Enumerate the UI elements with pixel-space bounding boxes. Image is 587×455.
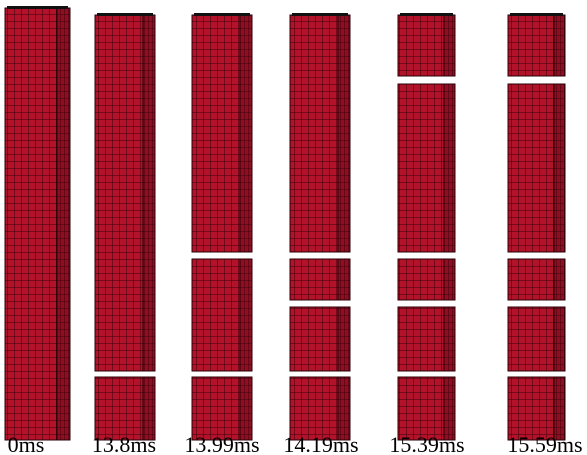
mesh-side [554, 15, 565, 76]
mesh-side [444, 15, 455, 76]
mesh-column [290, 13, 350, 440]
mesh-side [554, 307, 565, 371]
mesh-front [398, 259, 444, 300]
top-cap [7, 6, 68, 9]
mesh-side [444, 307, 455, 371]
mesh-side [444, 377, 455, 440]
mesh-side [338, 307, 350, 371]
mesh-side [554, 84, 565, 252]
mesh-front [398, 307, 444, 371]
mesh-front [508, 84, 554, 252]
mesh-column [95, 13, 155, 440]
mesh-front [290, 259, 338, 300]
figure: 0ms 13.8ms 13.99ms 14.19ms 15.39ms 15.59ms [0, 0, 587, 455]
mesh-front [508, 259, 554, 300]
mesh-side [240, 377, 252, 440]
mesh-front [398, 84, 444, 252]
mesh-side [444, 84, 455, 252]
mesh-side [554, 377, 565, 440]
mesh-side [57, 8, 70, 440]
page: 0ms13.8ms13.99ms14.19ms15.39ms15.59ms ((… [0, 0, 587, 455]
columns [5, 6, 565, 440]
mesh-front [398, 377, 444, 440]
mesh-side [143, 15, 155, 371]
mesh-front [508, 15, 554, 76]
time-label: 13.8ms [92, 432, 156, 455]
mesh-front [290, 15, 338, 252]
time-label: 0ms [8, 432, 45, 455]
time-label: 15.39ms [389, 432, 464, 455]
mesh-side [240, 15, 252, 252]
mesh-front [398, 15, 444, 76]
mesh-front [5, 8, 57, 440]
mesh-front [192, 15, 240, 252]
mesh-side [554, 259, 565, 300]
top-cap [510, 13, 563, 16]
top-cap [400, 13, 453, 16]
mesh-front [290, 307, 338, 371]
mesh-side [338, 15, 350, 252]
top-cap [194, 13, 250, 16]
top-cap [97, 13, 153, 16]
mesh-front [192, 377, 240, 440]
mesh-side [143, 377, 155, 440]
top-cap [292, 13, 348, 16]
mesh-side [240, 259, 252, 371]
mesh-column [398, 13, 455, 440]
time-label: 13.99ms [184, 432, 259, 455]
mesh-column [508, 13, 565, 440]
labels: 0ms 13.8ms 13.99ms 14.19ms 15.39ms 15.59ms [8, 432, 583, 455]
mesh-side [338, 259, 350, 300]
time-label: 14.19ms [283, 432, 358, 455]
mesh-front [508, 307, 554, 371]
mesh-front [95, 15, 143, 371]
mesh-front [192, 259, 240, 371]
time-label: 15.59ms [507, 432, 582, 455]
mesh-side [338, 377, 350, 440]
mesh-column [5, 6, 70, 440]
mesh-front [95, 377, 143, 440]
mesh-column [192, 13, 252, 440]
mesh-side [444, 259, 455, 300]
mesh-front [290, 377, 338, 440]
mesh-front [508, 377, 554, 440]
